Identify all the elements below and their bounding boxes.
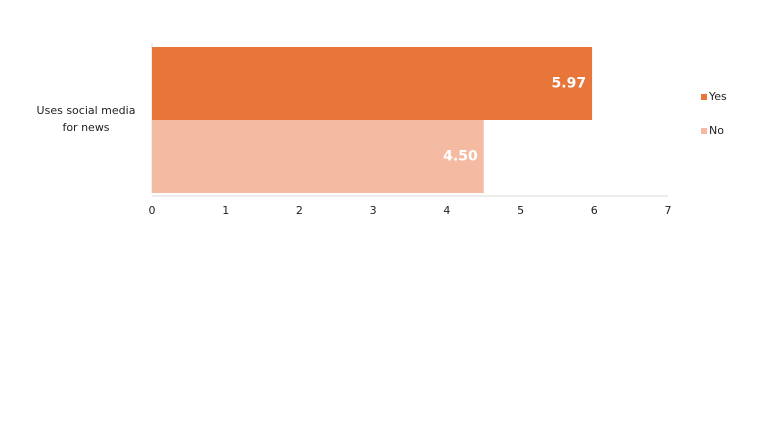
x-tick-label: 0: [149, 204, 156, 217]
x-tick-label: 5: [517, 204, 524, 217]
legend-swatch: [701, 94, 707, 100]
value-label: 5.97: [552, 76, 587, 92]
x-tick-label: 3: [370, 204, 377, 217]
x-tick-label: 1: [222, 204, 229, 217]
x-tick-label: 2: [296, 204, 303, 217]
bar: [152, 120, 484, 193]
legend-swatch: [701, 128, 707, 134]
x-tick-label: 6: [591, 204, 598, 217]
bar: [152, 47, 593, 120]
legend-label: Yes: [708, 90, 727, 103]
legend-label: No: [709, 124, 724, 137]
value-label: 4.50: [443, 149, 478, 165]
x-tick-label: 7: [665, 204, 672, 217]
category-label: Uses social media for news: [36, 104, 136, 134]
x-tick-label: 4: [443, 204, 450, 217]
